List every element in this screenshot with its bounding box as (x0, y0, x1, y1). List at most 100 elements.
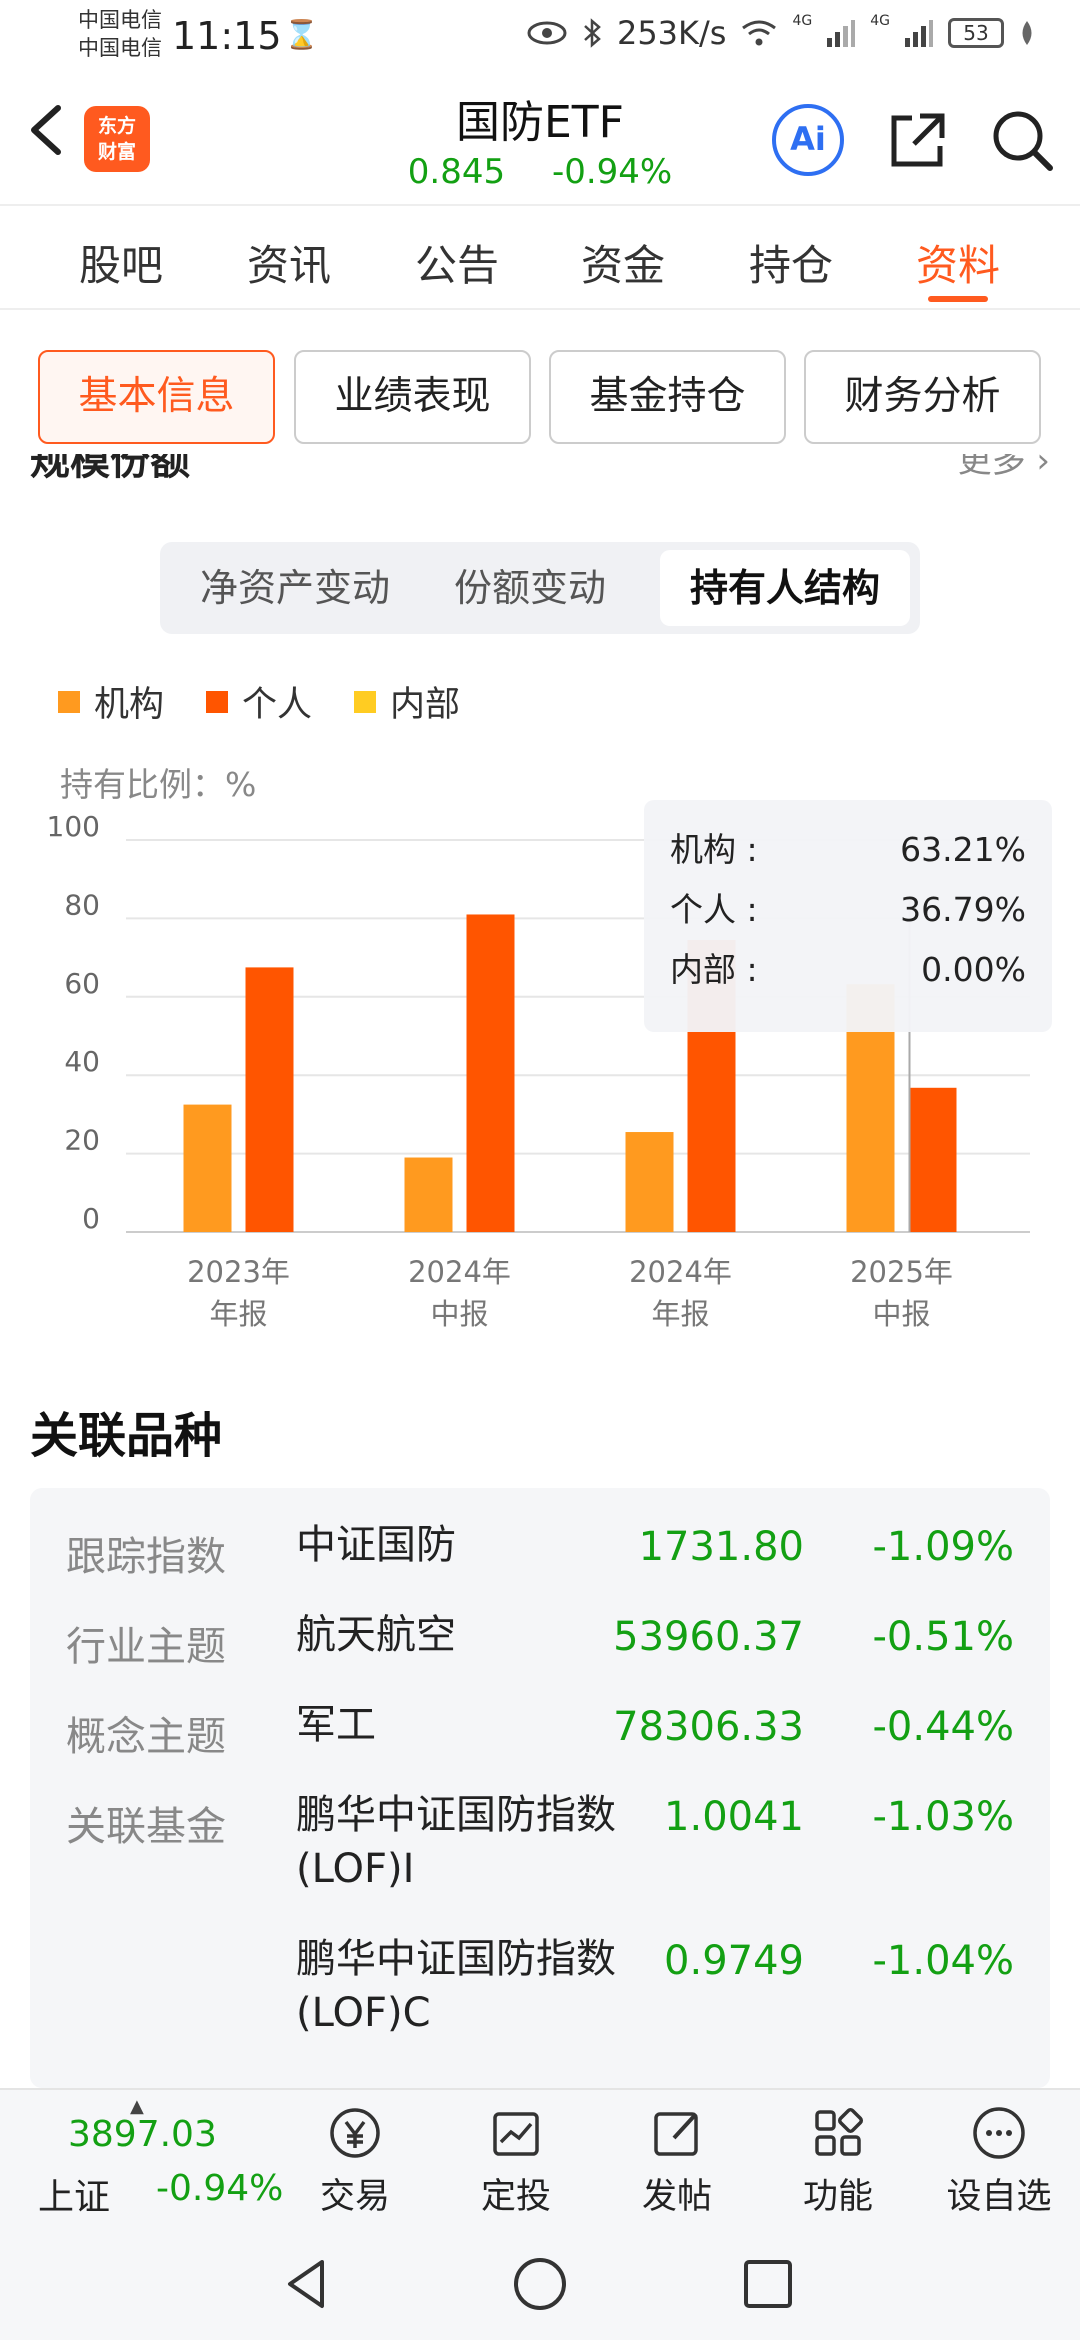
signal-type-1: 4G (792, 13, 813, 29)
x-tick-label: 2025年 (850, 1255, 953, 1289)
related-title: 关联品种 (30, 1408, 223, 1464)
post-button[interactable]: 发帖 (602, 2104, 752, 2219)
add-watchlist-label: 设自选 (946, 2177, 1052, 2217)
more-dots-icon (973, 2107, 1025, 2159)
x-tick-label: 2024年 (408, 1255, 511, 1289)
segment-shares[interactable]: 份额变动 (453, 566, 606, 610)
caret-up-icon: ▲ (130, 2096, 144, 2117)
tooltip-row: 个人 : 36.79% (670, 880, 1026, 940)
bar-个人 (245, 967, 294, 1232)
trade-button[interactable]: 交易 (280, 2104, 430, 2219)
related-row[interactable]: 鹏华中证国防指数(LOF)C 0.9749 -1.04% (30, 1936, 1050, 2058)
chart-legend: 机构 个人 内部 (58, 676, 460, 727)
related-change: -1.03% (872, 1794, 1014, 1840)
share-icon[interactable] (886, 108, 950, 172)
grid-apps-icon (815, 2107, 864, 2156)
y-tick-label: 20 (64, 1124, 100, 1157)
legend-item[interactable]: 内部 (354, 676, 460, 727)
system-recents-icon[interactable] (736, 2252, 800, 2316)
trade-yen-icon (330, 2108, 380, 2158)
post-label: 发帖 (641, 2177, 712, 2217)
bar-个人 (908, 1087, 957, 1232)
fund-title: 国防ETF (456, 97, 624, 148)
related-row[interactable]: 概念主题 军工 78306.33 -0.44% (30, 1702, 1050, 1768)
subtab-basic-info[interactable]: 基本信息 (38, 350, 275, 444)
legend-item[interactable]: 个人 (206, 676, 312, 727)
related-row[interactable]: 跟踪指数 中证国防 1731.80 -1.09% (30, 1522, 1050, 1588)
legend-item[interactable]: 机构 (58, 676, 164, 727)
related-label: 概念主题 (66, 1714, 226, 1760)
subtab-financial-analysis[interactable]: 财务分析 (804, 350, 1041, 444)
system-nav-bar (0, 2226, 1080, 2340)
related-value: 1.0041 (664, 1794, 804, 1840)
legend-swatch (354, 690, 377, 713)
auto-invest-button[interactable]: 定投 (441, 2104, 591, 2219)
functions-button[interactable]: 功能 (763, 2104, 913, 2219)
ai-assistant-button[interactable]: Ai (772, 104, 844, 176)
tab-funds-flow[interactable]: 资金 (580, 241, 665, 290)
related-value: 0.9749 (664, 1938, 804, 1984)
index-value[interactable]: 3897.03 (68, 2114, 217, 2155)
app-logo[interactable]: 东方 财富 (84, 106, 150, 172)
related-row[interactable]: 行业主题 航天航空 53960.37 -0.51% (30, 1612, 1050, 1678)
legend-swatch (206, 690, 229, 713)
more-link-text: 更多 (957, 454, 1026, 481)
invest-chart-icon (493, 2112, 539, 2156)
tab-news[interactable]: 资讯 (246, 241, 331, 290)
system-back-icon[interactable] (276, 2252, 340, 2316)
tooltip-row: 内部 : 0.00% (670, 940, 1026, 1000)
tab-guba[interactable]: 股吧 (78, 241, 163, 290)
bar-个人 (466, 914, 515, 1232)
battery-icon: 53 (948, 18, 1004, 48)
segment-holder-structure[interactable]: 持有人结构 (660, 550, 910, 626)
tab-profile[interactable]: 资料 (915, 241, 1000, 290)
y-tick-label: 40 (64, 1045, 100, 1078)
related-row[interactable]: 关联基金 鹏华中证国防指数(LOF)I 1.0041 -1.03% (30, 1792, 1050, 1914)
wifi-icon (742, 20, 777, 46)
related-name: 中证国防 (296, 1522, 456, 1568)
signal-type-2: 4G (870, 13, 890, 29)
search-icon[interactable] (988, 106, 1056, 174)
index-change[interactable]: -0.94% (156, 2168, 284, 2209)
segment-net-assets[interactable]: 净资产变动 (199, 566, 390, 610)
carrier-1: 中国电信 (78, 8, 162, 32)
related-label: 关联基金 (66, 1804, 226, 1850)
tooltip-label: 机构 : (670, 830, 758, 869)
tab-holdings[interactable]: 持仓 (748, 241, 833, 290)
tab-announcements[interactable]: 公告 (414, 241, 499, 290)
post-edit-icon (654, 2112, 698, 2156)
functions-label: 功能 (802, 2177, 873, 2217)
tooltip-value: 63.21% (900, 830, 1026, 869)
x-tick-label: 年报 (209, 1297, 267, 1331)
y-tick-label: 100 (47, 810, 100, 843)
related-name: 军工 (296, 1702, 376, 1748)
section-title: 规模份额 (30, 454, 190, 502)
related-name: 鹏华中证国防指数(LOF)I (296, 1792, 616, 1892)
tooltip-label: 内部 : (670, 950, 758, 989)
related-change: -0.44% (872, 1704, 1014, 1750)
carrier-2: 中国电信 (78, 36, 162, 60)
auto-invest-label: 定投 (480, 2177, 551, 2217)
net-speed: 253K/s (616, 14, 727, 52)
subtab-fund-holdings[interactable]: 基金持仓 (549, 350, 786, 444)
bluetooth-icon (584, 18, 601, 48)
legend-swatch (58, 690, 80, 713)
related-label: 行业主题 (66, 1624, 226, 1670)
profile-sub-tabs: 基本信息 业绩表现 基金持仓 财务分析 (0, 346, 1080, 446)
chart-segment-control: 净资产变动 份额变动 持有人结构 (160, 542, 920, 634)
status-bar: 中国电信 中国电信 11:15 ⌛ 253K/s 4G 4G 53 (0, 0, 1080, 72)
more-link[interactable]: 更多 › (958, 454, 1050, 502)
subtab-performance[interactable]: 业绩表现 (294, 350, 531, 444)
index-name[interactable]: 上证 (38, 2177, 111, 2218)
fund-change: -0.94% (551, 152, 673, 192)
add-watchlist-button[interactable]: 设自选 (924, 2104, 1074, 2219)
fund-price: 0.845 (407, 152, 506, 192)
x-tick-label: 年报 (651, 1297, 709, 1331)
y-tick-label: 80 (64, 888, 100, 921)
system-home-icon[interactable] (508, 2252, 572, 2316)
bar-机构 (625, 1132, 674, 1232)
tooltip-row: 机构 : 63.21% (670, 820, 1026, 880)
back-arrow-icon[interactable] (22, 100, 72, 160)
bottom-bar: ▲ 3897.03 上证 -0.94% 交易 定投 发帖 功能 设自选 (0, 2088, 1080, 2226)
